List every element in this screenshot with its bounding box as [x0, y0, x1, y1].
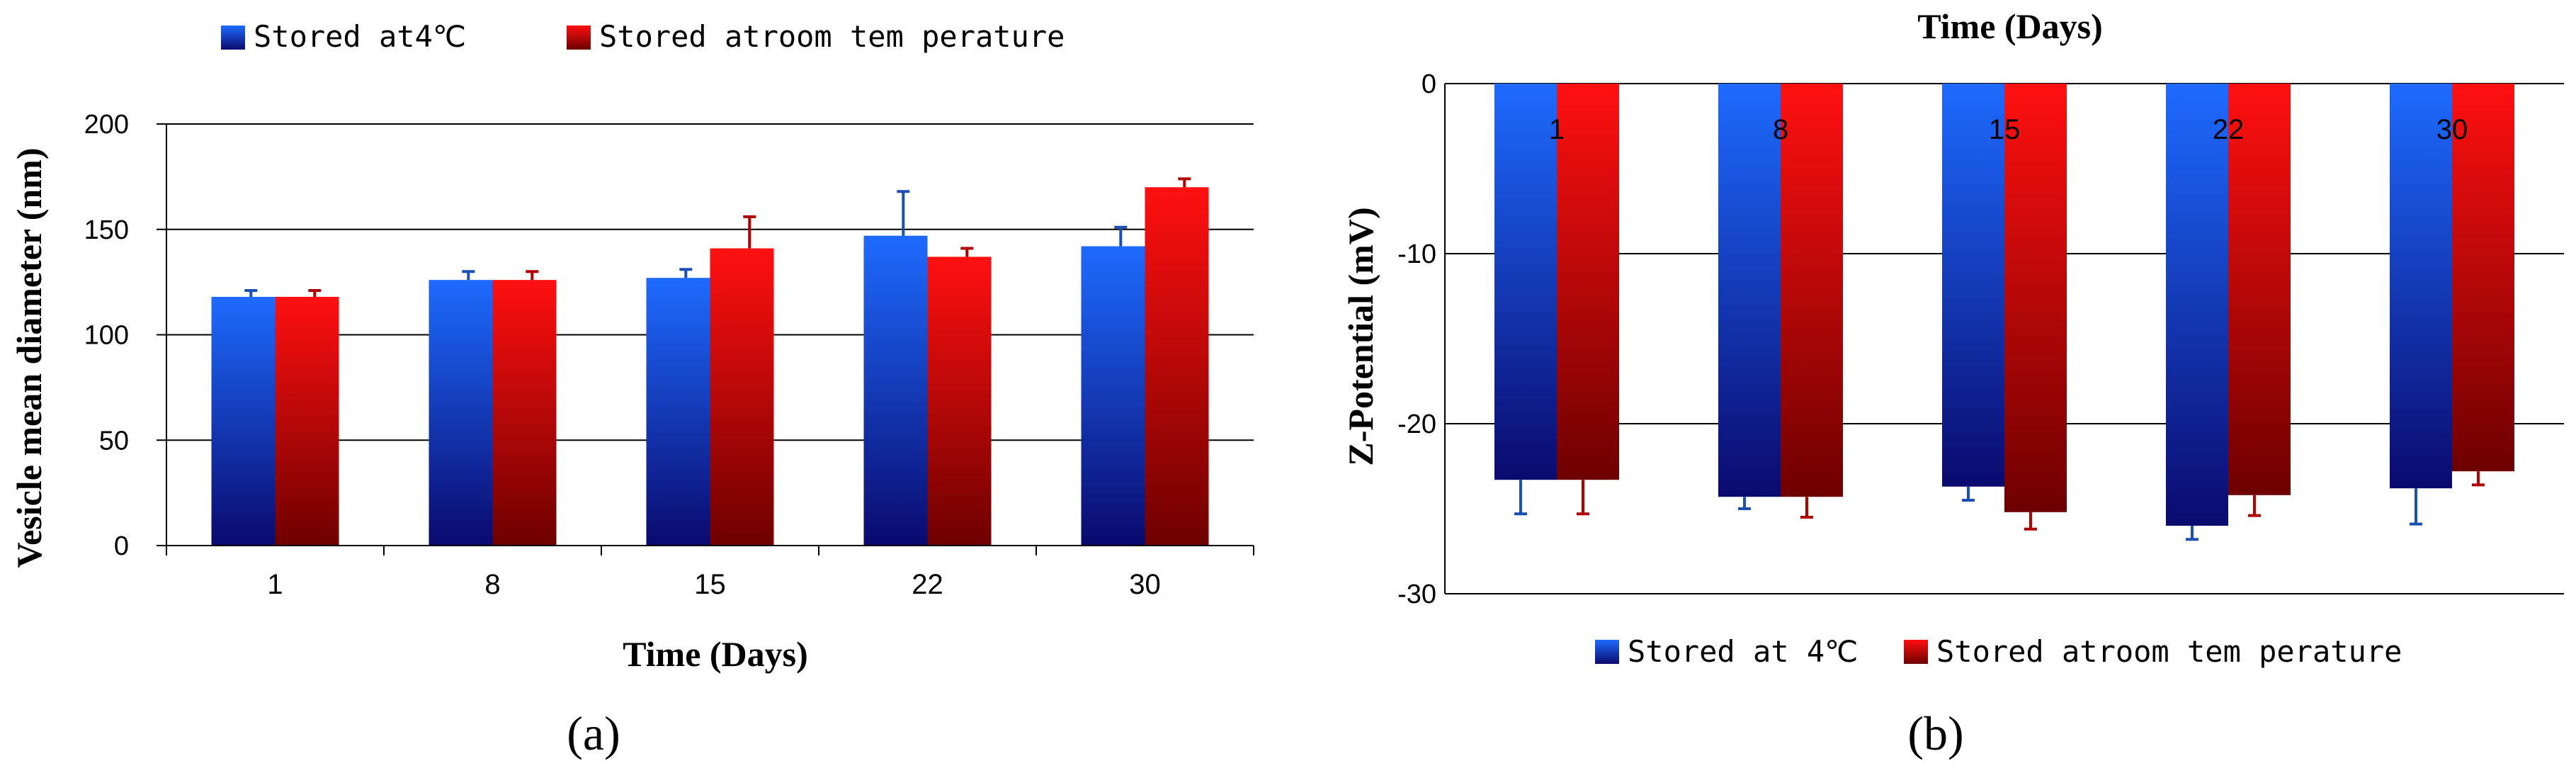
legend-a-swatch-room	[567, 26, 591, 50]
legend-a-label-4c: Stored at4℃	[254, 19, 466, 54]
panel-a-x-tick-label: 15	[694, 569, 726, 600]
panel-a-y-axis-label: Vesicle mean diameter (nm)	[9, 148, 49, 568]
panel-a-x-tick-label: 22	[912, 569, 943, 600]
bar-4c	[429, 280, 493, 546]
panel-a-y-tick-label: 150	[84, 215, 129, 245]
panel-b-x-tick-label: 15	[1989, 114, 2021, 145]
panel-a-y-tick-label: 200	[84, 110, 129, 140]
panel-a-bars	[211, 177, 1209, 546]
bar-4c	[1718, 84, 1781, 497]
panel-b-y-tick-label: -20	[1397, 410, 1436, 439]
bar-room	[275, 296, 339, 546]
bar-room	[492, 280, 557, 546]
panel-b-x-tick-label: 8	[1773, 114, 1788, 145]
bar-4c	[1081, 246, 1145, 546]
panel-b-legend: Stored at 4℃ Stored atroom tem perature	[1595, 634, 2402, 669]
bar-4c	[646, 278, 710, 546]
panel-b-x-tick-labels: 1 8 15 22 30	[1549, 114, 2468, 145]
bar-room	[1145, 187, 1209, 546]
bar-4c	[1942, 84, 2004, 487]
legend-b-swatch-room	[1904, 640, 1928, 664]
legend-a-swatch-4c	[221, 26, 245, 50]
bar-4c	[211, 296, 276, 546]
panel-a-chart: 0 50 100 150 200 1 8 15 22 30 Stored at4℃ Stored…	[9, 19, 1254, 760]
bar-room	[2228, 84, 2291, 495]
bar-room	[710, 248, 774, 546]
panel-a-x-axis-label: Time (Days)	[623, 634, 808, 674]
bar-4c	[2166, 84, 2228, 526]
panel-a-y-tick-label: 50	[99, 426, 129, 456]
bar-room	[2004, 84, 2067, 512]
bar-4c	[2390, 84, 2452, 489]
panel-a-x-tick-label: 1	[267, 569, 283, 600]
panel-a-label: (a)	[567, 706, 620, 760]
panel-b-y-axis-label: Z-Potential (mV)	[1341, 207, 1380, 466]
legend-a-label-room: Stored atroom tem perature	[599, 19, 1065, 54]
panel-a-x-tick-label: 8	[484, 569, 500, 600]
panel-a-axes	[157, 123, 1254, 555]
legend-b-swatch-4c	[1595, 640, 1619, 664]
panel-b-y-tick-label: -30	[1397, 580, 1436, 609]
legend-b-label-4c: Stored at 4℃	[1628, 634, 1858, 669]
panel-b-y-tick-label: 0	[1422, 69, 1436, 99]
panel-b-x-tick-label: 1	[1549, 114, 1565, 145]
panel-b-y-tick-label: -10	[1397, 239, 1436, 269]
panel-a-legend: Stored at4℃ Stored atroom tem perature	[221, 19, 1065, 54]
panel-a-y-tick-label: 100	[84, 321, 129, 351]
panel-a-x-tick-label: 30	[1129, 569, 1161, 600]
panel-a-y-tick-labels: 0 50 100 150 200	[84, 110, 129, 561]
bar-4c	[863, 235, 928, 546]
panel-a-y-tick-label: 0	[114, 531, 129, 561]
panel-b-x-tick-label: 22	[2213, 114, 2245, 145]
panel-a-x-tick-labels: 1 8 15 22 30	[267, 569, 1160, 600]
bar-room	[927, 256, 992, 546]
bar-4c	[1494, 84, 1557, 480]
panel-b-y-tick-labels: 0 -10 -20 -30	[1397, 69, 1436, 609]
bar-room	[1781, 84, 1843, 497]
panel-b-label: (b)	[1907, 706, 1963, 760]
legend-b-label-room: Stored atroom tem perature	[1936, 634, 2402, 669]
panel-b-x-tick-label: 30	[2436, 114, 2468, 145]
bar-room	[1557, 84, 1619, 480]
panel-b-bars	[1494, 84, 2514, 541]
bar-room	[2452, 84, 2514, 472]
panel-b-x-axis-label: Time (Days)	[1917, 6, 2103, 46]
panel-b-chart: 0 -10 -20 -30 1 8 15 22 30 Time (Days) Z-Potent…	[1341, 6, 2564, 760]
